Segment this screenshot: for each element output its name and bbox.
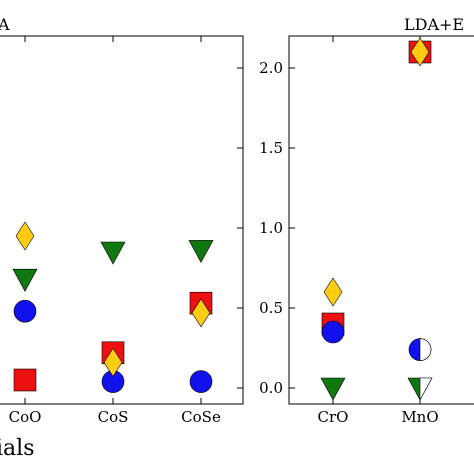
- circle-marker-cose: [189, 370, 213, 393]
- triangle-down-marker-cose: [188, 240, 214, 264]
- left-x-axis-label: ials: [0, 436, 34, 461]
- triangle-down-marker-mno-half: [419, 377, 433, 401]
- right-y-tick-labels: 0.0 0.5 1.0 1.5 2.0: [259, 59, 283, 397]
- x-tick-label-cro: CrO: [318, 408, 349, 426]
- right-panel: LDA+E 0.0 0.5 1.0 1.5 2.0 CrO MnO: [259, 15, 474, 426]
- x-tick-label-cos: CoS: [98, 408, 129, 426]
- circle-marker-cro: [321, 320, 345, 344]
- x-tick-label-coo: CoO: [9, 408, 42, 426]
- x-tick-label-mno: MnO: [401, 408, 438, 426]
- diamond-marker-coo: [15, 221, 35, 251]
- y-tick-label: 0.5: [259, 299, 283, 317]
- left-x-tick-labels: CoO CoS CoSe: [9, 408, 221, 426]
- right-x-tick-labels: CrO MnO: [318, 408, 439, 426]
- left-ticks: [24, 36, 243, 404]
- square-marker-coo: [13, 368, 37, 392]
- y-tick-label: 1.0: [259, 219, 283, 237]
- left-panel: A CoO CoS CoSe ials: [0, 15, 244, 461]
- triangle-down-marker-cos: [100, 241, 126, 265]
- diamond-marker-cose: [191, 298, 211, 328]
- left-plot-frame: [0, 35, 244, 405]
- y-tick-label: 1.5: [259, 139, 283, 157]
- right-data-marks: [320, 37, 433, 401]
- diamond-marker-mno: [410, 37, 430, 67]
- x-tick-label-cose: CoSe: [181, 408, 221, 426]
- circle-marker-coo: [13, 299, 37, 323]
- circle-marker-mno-half: [419, 338, 432, 361]
- right-plot-frame: [288, 35, 474, 405]
- diamond-marker-cro: [323, 277, 343, 307]
- right-panel-title: LDA+E: [404, 15, 464, 34]
- left-panel-title: A: [0, 15, 10, 34]
- triangle-down-marker-cro: [320, 377, 346, 401]
- triangle-down-marker-coo: [12, 268, 38, 292]
- left-data-marks: [12, 221, 214, 393]
- diamond-marker-cos: [103, 347, 123, 377]
- y-tick-label: 2.0: [259, 59, 283, 77]
- y-tick-label: 0.0: [259, 379, 283, 397]
- right-ticks: [289, 36, 421, 404]
